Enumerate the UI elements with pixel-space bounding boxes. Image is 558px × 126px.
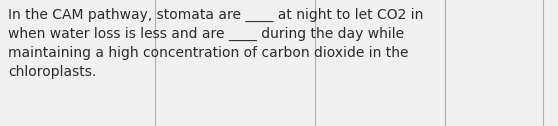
Text: In the CAM pathway, stomata are ____ at night to let CO2 in
when water loss is l: In the CAM pathway, stomata are ____ at … bbox=[8, 8, 424, 79]
